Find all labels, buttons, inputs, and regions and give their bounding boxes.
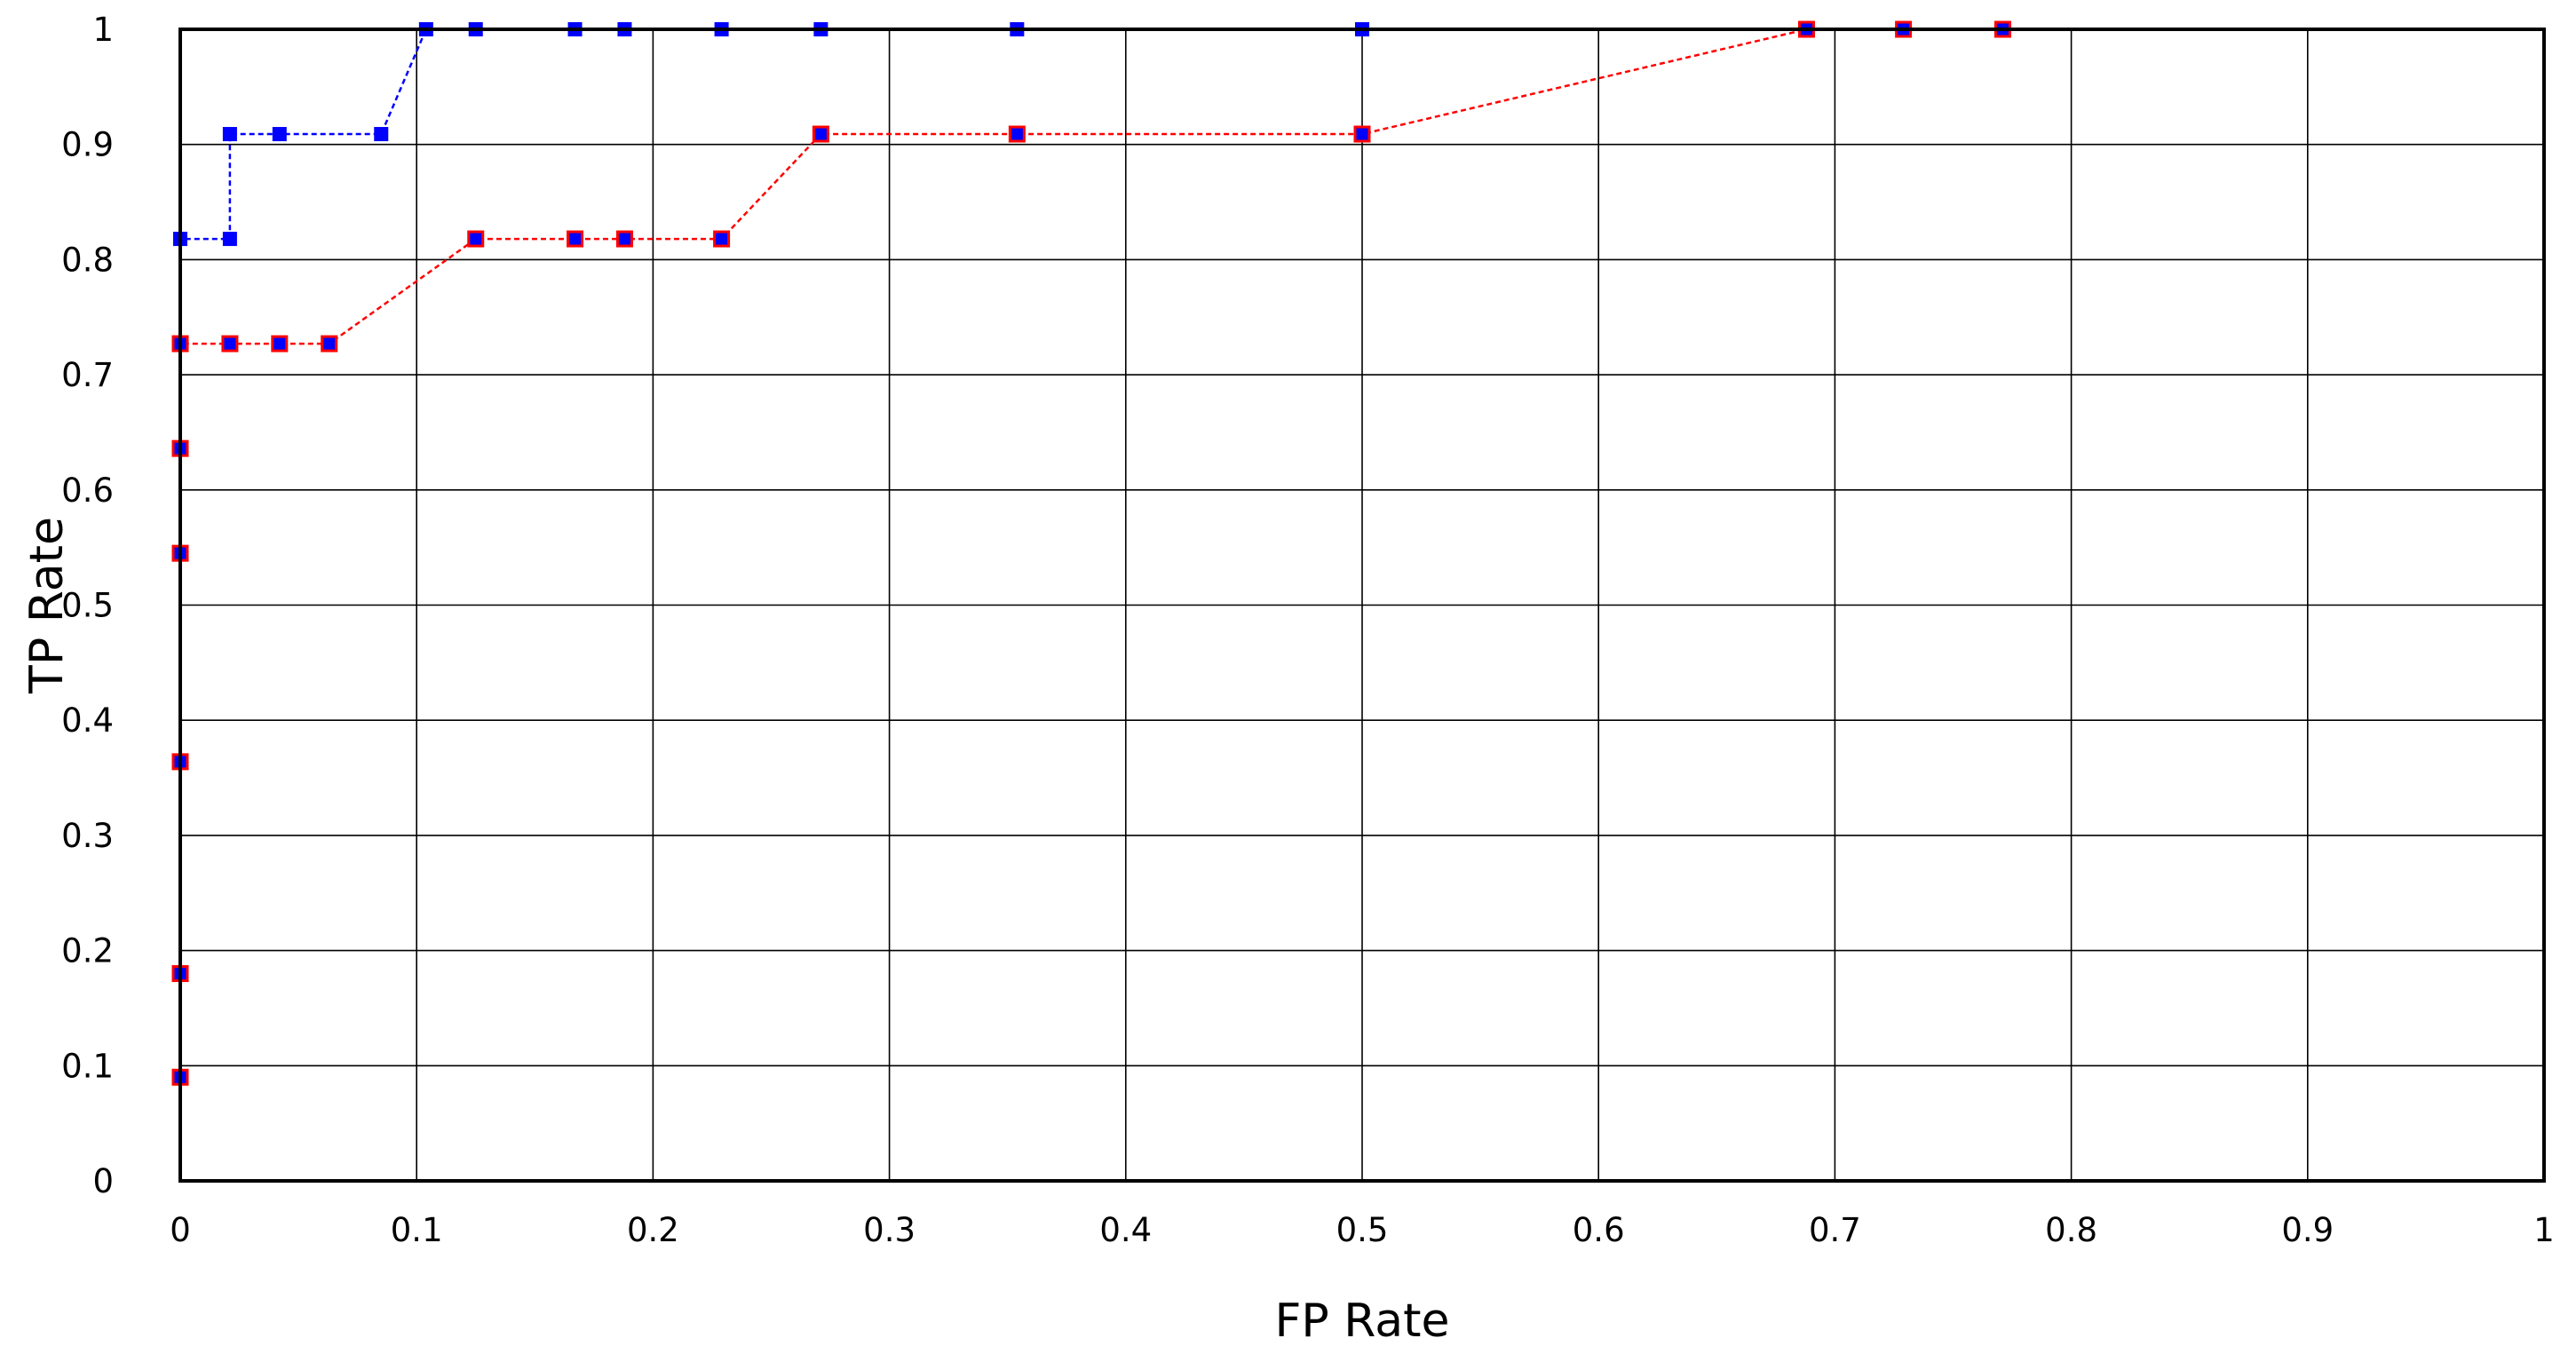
x-tick-label: 1 [2533, 1211, 2555, 1249]
y-tick-label: 0.9 [61, 126, 114, 164]
y-tick-label: 0.2 [61, 932, 114, 970]
data-point [222, 232, 237, 247]
y-tick-label: 1 [92, 11, 114, 49]
y-tick-label: 0.7 [61, 356, 114, 394]
y-tick-label: 0.3 [61, 817, 114, 855]
data-point [1008, 125, 1026, 143]
x-axis-title: FP Rate [1274, 1295, 1449, 1348]
data-point [567, 230, 584, 248]
series-line [178, 28, 2003, 1078]
y-tick-label: 0.4 [61, 701, 114, 740]
y-tick-label: 0.8 [61, 241, 114, 279]
data-point [1353, 125, 1371, 143]
data-point [222, 127, 237, 142]
x-tick-label: 0.9 [2281, 1211, 2334, 1249]
x-tick-label: 0.4 [1099, 1211, 1152, 1249]
data-point [221, 335, 239, 352]
x-tick-label: 0.6 [1573, 1211, 1625, 1249]
y-tick-label: 0.1 [61, 1047, 114, 1085]
x-tick-label: 0 [170, 1211, 191, 1249]
data-point [615, 230, 633, 248]
y-tick-label: 0.5 [61, 587, 114, 625]
x-tick-label: 0.3 [863, 1211, 915, 1249]
data-point [467, 230, 485, 248]
y-axis-ticks: 0 0.1 0.2 0.3 0.4 0.5 0.6 0.7 0.8 0.9 1 [61, 11, 114, 1200]
data-point [374, 127, 389, 142]
x-tick-label: 0.8 [2045, 1211, 2097, 1249]
data-point [812, 125, 829, 143]
y-tick-label: 0 [92, 1162, 114, 1200]
data-point [321, 335, 338, 352]
plot-area-frame [178, 28, 2546, 1183]
y-tick-label: 0.6 [61, 471, 114, 510]
data-point [713, 230, 731, 248]
y-axis-title: TP Rate [20, 517, 74, 694]
x-axis-ticks: 0 0.1 0.2 0.3 0.4 0.5 0.6 0.7 0.8 0.9 1 [170, 1211, 2555, 1249]
x-tick-label: 0.2 [627, 1211, 679, 1249]
data-point [272, 127, 287, 142]
x-tick-label: 0.5 [1336, 1211, 1389, 1249]
x-tick-label: 0.7 [1809, 1211, 1861, 1249]
x-tick-label: 0.1 [391, 1211, 443, 1249]
data-point [271, 335, 289, 352]
